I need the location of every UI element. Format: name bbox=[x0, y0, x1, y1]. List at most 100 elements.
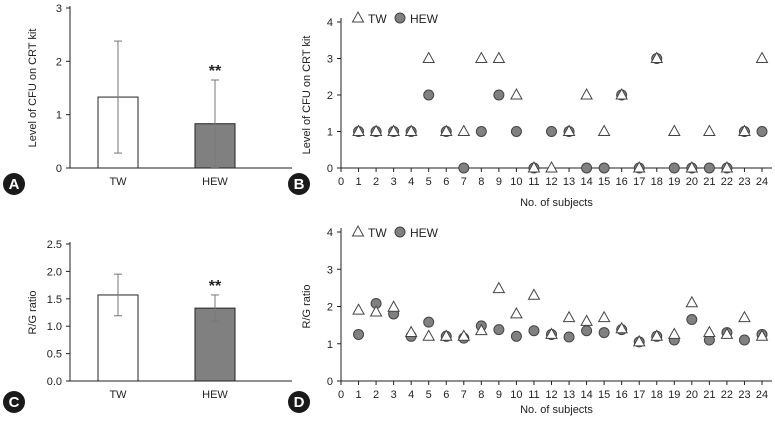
point-tw bbox=[562, 124, 576, 136]
point-hew bbox=[458, 162, 470, 174]
point-tw bbox=[510, 306, 523, 319]
legend-label-tw: TW bbox=[368, 12, 387, 26]
point-tw bbox=[685, 295, 699, 308]
x-tick-label: 9 bbox=[496, 389, 502, 401]
x-tick-label: 3 bbox=[391, 176, 397, 188]
point-hew bbox=[510, 330, 522, 342]
point-tw bbox=[632, 334, 646, 347]
point-tw bbox=[562, 310, 576, 323]
y-tick-label: 2 bbox=[327, 90, 333, 102]
panel-badge-circle bbox=[3, 391, 25, 413]
point-hew bbox=[493, 89, 505, 101]
point-hew bbox=[703, 162, 715, 174]
point-hew bbox=[756, 126, 768, 137]
x-tick-label: 18 bbox=[651, 389, 663, 401]
point-tw bbox=[492, 51, 506, 63]
point-tw bbox=[667, 124, 681, 136]
point-hew bbox=[493, 324, 505, 336]
legend-marker-tw bbox=[351, 225, 365, 237]
point-hew bbox=[546, 126, 557, 137]
point-tw bbox=[352, 303, 365, 315]
point-tw bbox=[439, 124, 453, 136]
x-tick-label: 9 bbox=[496, 176, 502, 188]
x-tick-label: 17 bbox=[633, 389, 645, 401]
y-tick-label: 0 bbox=[327, 163, 333, 175]
legend-marker-hew bbox=[394, 226, 406, 238]
point-tw bbox=[439, 329, 453, 341]
y-tick-label: 0.5 bbox=[47, 349, 62, 361]
point-tw bbox=[422, 51, 436, 63]
x-tick-label: 12 bbox=[545, 389, 557, 401]
x-tick-label: 15 bbox=[598, 176, 610, 188]
x-tick-label: 22 bbox=[721, 176, 733, 188]
y-tick-label: 0 bbox=[327, 376, 333, 388]
point-tw bbox=[527, 288, 541, 300]
y-tick-label: 2.0 bbox=[47, 266, 62, 278]
point-hew bbox=[738, 334, 750, 346]
panel-badge-circle bbox=[288, 173, 310, 195]
y-tick-label: 1 bbox=[327, 127, 333, 139]
y-tick-label: 2 bbox=[56, 56, 62, 68]
x-tick-label: 8 bbox=[478, 389, 484, 401]
legend-marker-hew bbox=[394, 12, 406, 24]
x-tick-label: 4 bbox=[408, 176, 414, 188]
x-tick-label: 14 bbox=[580, 176, 592, 188]
point-tw bbox=[755, 329, 769, 341]
point-tw bbox=[650, 51, 664, 63]
point-tw bbox=[703, 325, 716, 338]
y-tick-label: 1 bbox=[56, 110, 62, 122]
panel-c-bar-chart: 0.0 0.5 1.0 1.5 2.0 2.5 R/G ratio TW ** HEW C bbox=[3, 239, 292, 413]
x-tick-label: 2 bbox=[373, 389, 379, 401]
x-tick-label: 3 bbox=[391, 389, 397, 401]
x-tick-label: 4 bbox=[408, 389, 414, 401]
y-tick-label: 1.0 bbox=[47, 321, 62, 333]
point-tw bbox=[597, 124, 611, 136]
point-tw bbox=[369, 305, 383, 317]
point-tw bbox=[632, 161, 646, 173]
point-tw bbox=[387, 124, 400, 136]
y-tick-label: 3 bbox=[327, 264, 333, 276]
x-tick-label: 1 bbox=[355, 176, 361, 188]
x-tick-label: 13 bbox=[563, 389, 575, 401]
point-tw bbox=[580, 314, 593, 326]
point-tw bbox=[755, 51, 769, 63]
x-tick-label: 6 bbox=[443, 176, 449, 188]
point-tw bbox=[615, 321, 629, 334]
point-hew bbox=[686, 314, 698, 326]
panel-label: A bbox=[9, 176, 20, 193]
x-tick-label: 7 bbox=[461, 389, 467, 401]
x-tick-label: 11 bbox=[528, 176, 539, 188]
panel-label: B bbox=[294, 176, 305, 193]
point-tw bbox=[352, 124, 365, 136]
x-tick-label: 20 bbox=[686, 176, 698, 188]
y-tick-label: 1 bbox=[327, 339, 333, 351]
y-tick-label: 0 bbox=[56, 163, 62, 175]
x-tick-label: 0 bbox=[338, 176, 344, 188]
panel-badge-circle bbox=[3, 173, 25, 195]
x-axis-label: No. of subjects bbox=[520, 404, 593, 416]
point-tw bbox=[667, 327, 681, 339]
x-tick-label: 5 bbox=[426, 176, 432, 188]
point-hew bbox=[581, 162, 593, 174]
x-tick-label: TW bbox=[109, 389, 127, 401]
x-tick-label: 19 bbox=[668, 176, 680, 188]
x-tick-label: HEW bbox=[202, 389, 228, 401]
x-tick-label: 16 bbox=[616, 389, 628, 401]
point-hew bbox=[581, 325, 593, 337]
y-tick-label: 3 bbox=[56, 3, 62, 15]
y-tick-label: 2.5 bbox=[47, 239, 62, 251]
x-tick-label: 8 bbox=[478, 176, 484, 188]
y-tick-label: 2 bbox=[327, 302, 333, 314]
point-tw bbox=[527, 161, 541, 173]
y-axis-label: R/G ratio bbox=[27, 290, 39, 334]
x-tick-label: HEW bbox=[202, 176, 228, 188]
x-tick-label: 14 bbox=[580, 389, 592, 401]
point-tw bbox=[650, 329, 664, 341]
point-hew bbox=[598, 327, 610, 339]
point-tw bbox=[422, 329, 436, 341]
x-tick-label: 22 bbox=[721, 389, 733, 401]
point-tw bbox=[580, 88, 593, 100]
x-tick-label: 19 bbox=[668, 389, 680, 401]
x-tick-label: 2 bbox=[373, 176, 379, 188]
